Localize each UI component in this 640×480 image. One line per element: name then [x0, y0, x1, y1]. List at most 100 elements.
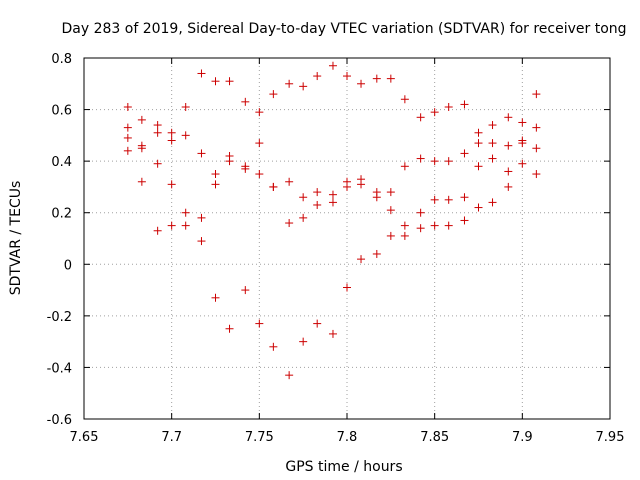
data-point: [343, 182, 351, 191]
data-point: [269, 90, 278, 99]
data-point: [241, 164, 250, 173]
x-axis-label: GPS time / hours: [285, 459, 402, 475]
data-point: [504, 167, 513, 176]
data-point: [430, 108, 439, 117]
data-point: [167, 128, 176, 137]
data-point: [518, 118, 527, 127]
grid-lines: [84, 58, 610, 419]
x-tick-label: 7.65: [70, 430, 99, 445]
data-point: [211, 180, 220, 189]
data-point: [153, 159, 162, 168]
data-point: [460, 149, 469, 158]
data-point: [313, 188, 322, 197]
data-point: [430, 195, 439, 204]
data-point: [386, 188, 395, 197]
data-point: [474, 139, 483, 148]
x-tick-label: 7.85: [420, 430, 449, 445]
data-point: [444, 195, 453, 204]
data-point: [416, 224, 425, 233]
data-point: [518, 159, 527, 168]
data-point: [241, 97, 250, 106]
data-point: [372, 193, 381, 202]
data-point: [255, 170, 264, 179]
data-point: [532, 123, 541, 132]
data-point: [153, 121, 162, 130]
data-point: [181, 131, 190, 140]
data-point: [123, 146, 132, 155]
data-point: [328, 190, 337, 199]
data-point: [285, 177, 294, 186]
data-point: [400, 95, 409, 104]
y-tick-label: -0.2: [47, 310, 72, 325]
data-point: [167, 180, 176, 189]
data-point: [386, 74, 395, 83]
data-point: [285, 219, 294, 228]
data-point: [211, 77, 220, 86]
data-point: [241, 286, 250, 295]
data-point: [181, 221, 190, 230]
data-point: [532, 90, 541, 99]
data-point: [532, 170, 541, 179]
data-point: [269, 182, 278, 191]
data-point: [225, 324, 234, 333]
data-point: [504, 182, 513, 191]
data-point: [313, 319, 322, 328]
data-point: [211, 170, 220, 179]
data-point: [197, 237, 206, 246]
data-point: [225, 157, 234, 166]
data-point: [181, 208, 190, 217]
data-point: [400, 162, 409, 171]
data-point: [313, 200, 322, 209]
data-point: [123, 123, 132, 132]
data-point: [299, 193, 308, 202]
data-point: [444, 221, 453, 230]
x-tick-label: 7.8: [337, 430, 358, 445]
data-point: [488, 154, 497, 163]
data-point: [137, 115, 146, 124]
x-tick-label: 7.75: [245, 430, 274, 445]
data-point: [181, 102, 190, 111]
chart-title: Day 283 of 2019, Sidereal Day-to-day VTE…: [61, 21, 626, 37]
data-point: [255, 139, 264, 148]
y-axis-label: SDTVAR / TECUs: [8, 181, 24, 296]
data-point: [518, 139, 527, 148]
data-point: [285, 371, 294, 380]
data-point: [400, 221, 409, 230]
y-tick-label: 0.2: [51, 207, 72, 222]
data-point: [444, 157, 453, 166]
data-point: [416, 154, 425, 163]
data-point: [416, 208, 425, 217]
data-point: [504, 141, 513, 150]
data-points: [123, 61, 541, 380]
y-tick-label: 0.8: [51, 52, 72, 67]
data-point: [197, 213, 206, 222]
data-point: [269, 342, 278, 351]
data-point: [357, 180, 366, 189]
data-point: [460, 193, 469, 202]
data-point: [372, 249, 381, 258]
data-point: [123, 133, 132, 142]
data-point: [460, 216, 469, 225]
data-point: [328, 329, 337, 338]
data-point: [372, 74, 381, 83]
y-tick-label: 0.4: [51, 155, 72, 170]
data-point: [343, 283, 351, 292]
data-point: [167, 221, 176, 230]
data-point: [255, 108, 264, 117]
y-tick-label: -0.6: [47, 413, 72, 428]
data-point: [474, 128, 483, 137]
x-tick-label: 7.95: [596, 430, 625, 445]
data-point: [211, 293, 220, 302]
x-tick-labels: 7.65 7.7 7.75 7.8 7.85 7.9 7.95: [70, 430, 625, 445]
y-tick-labels: -0.6 -0.4 -0.2 0 0.2 0.4 0.6 0.8: [47, 52, 72, 428]
data-point: [255, 319, 264, 328]
data-point: [430, 221, 439, 230]
data-point: [299, 337, 308, 346]
data-point: [430, 157, 439, 166]
data-point: [343, 72, 351, 81]
data-point: [474, 203, 483, 212]
data-point: [299, 213, 308, 222]
data-point: [167, 136, 176, 145]
data-point: [416, 113, 425, 122]
